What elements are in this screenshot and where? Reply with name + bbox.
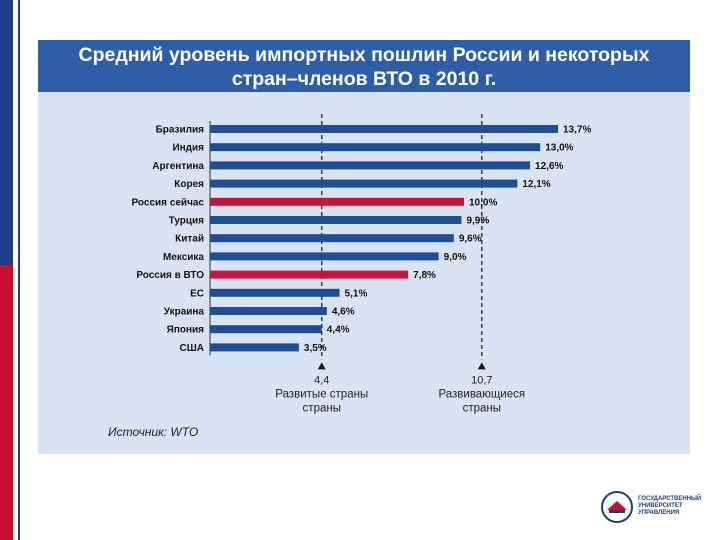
left-accent-bar-red [0, 265, 13, 540]
reference-value-label-1: 4,4 [314, 374, 329, 386]
reference-value-label-2: 10,7 [471, 374, 492, 386]
category-label: Украина [164, 307, 205, 318]
value-label: 12,6% [535, 161, 563, 172]
value-label: 3,5% [304, 343, 327, 354]
bar-2 [210, 143, 541, 152]
category-label: Индия [172, 143, 204, 154]
university-logo: ГОСУДАРСТВЕННЫЙ УНИВЕРСИТЕТ УПРАВЛЕНИЯ [600, 490, 710, 534]
value-label: 9,0% [444, 252, 467, 263]
bar-4 [210, 179, 518, 188]
value-label: 12,1% [522, 179, 550, 190]
logo-text-line-1: ГОСУДАРСТВЕННЫЙ [638, 496, 702, 502]
reference-caption-2-line-1: Развивающиеся [438, 388, 525, 400]
chart-title-box: Средний уровень импортных пошлин России … [38, 40, 690, 92]
chart-title-line-2: стран–членов ВТО в 2010 г. [231, 68, 497, 90]
reference-caption-1-line-1: Развитые страны [275, 388, 368, 400]
value-label: 4,4% [327, 325, 350, 336]
bar-10 [210, 288, 340, 297]
category-label: Турция [169, 216, 205, 227]
value-label: 4,6% [332, 307, 355, 318]
reference-caption-2-line-2: страны [463, 402, 501, 414]
university-logo-icon [601, 491, 633, 523]
left-accent-line [18, 0, 20, 540]
chart-panel: 4,4 Развитые страны страны 10,7 Развивающиес… [38, 92, 690, 454]
category-label: Корея [174, 179, 204, 190]
reference-arrow-1 [317, 362, 326, 370]
value-label: 5,1% [345, 288, 368, 299]
bar-chart: 4,4 Развитые страны страны 10,7 Развивающиес… [132, 114, 591, 414]
bar-12 [210, 325, 322, 334]
bar-11 [210, 307, 327, 315]
category-label: США [180, 343, 205, 354]
value-label: 10,0% [469, 197, 497, 208]
value-label: 9,6% [459, 234, 482, 245]
reference-arrow-2 [477, 362, 486, 370]
university-logo-text: ГОСУДАРСТВЕННЫЙ УНИВЕРСИТЕТ УПРАВЛЕНИЯ [638, 496, 708, 517]
bar-3 [210, 161, 531, 170]
category-label: Мексика [163, 252, 204, 263]
category-label: Бразилия [156, 125, 205, 136]
bar-8 [210, 252, 439, 261]
bar-6 [210, 216, 462, 224]
bar-9 [210, 270, 409, 279]
value-label: 13,7% [563, 125, 591, 136]
bar-1 [210, 125, 558, 133]
reference-caption-1-line-2: страны [303, 402, 341, 414]
category-label: Китай [175, 234, 204, 245]
bar-5 [210, 197, 465, 206]
logo-text-line-3: УПРАВЛЕНИЯ [638, 510, 680, 516]
bar-7 [210, 234, 454, 243]
left-accent-bar-blue [0, 0, 13, 265]
category-label: Япония [167, 325, 205, 336]
value-label: 13,0% [545, 143, 573, 154]
category-label: Россия в ВТО [136, 270, 204, 281]
value-label: 9,9% [466, 216, 489, 227]
bar-13 [210, 343, 299, 352]
category-label: Аргентина [152, 161, 204, 172]
category-label: Россия сейчас [132, 197, 205, 208]
chart-title-line-1: Средний уровень импортных пошлин России … [78, 44, 650, 66]
source-note: Источник: WTO [108, 425, 199, 439]
value-label: 7,8% [413, 270, 436, 281]
category-label: ЕС [190, 288, 204, 299]
logo-text-line-2: УНИВЕРСИТЕТ [638, 503, 683, 509]
